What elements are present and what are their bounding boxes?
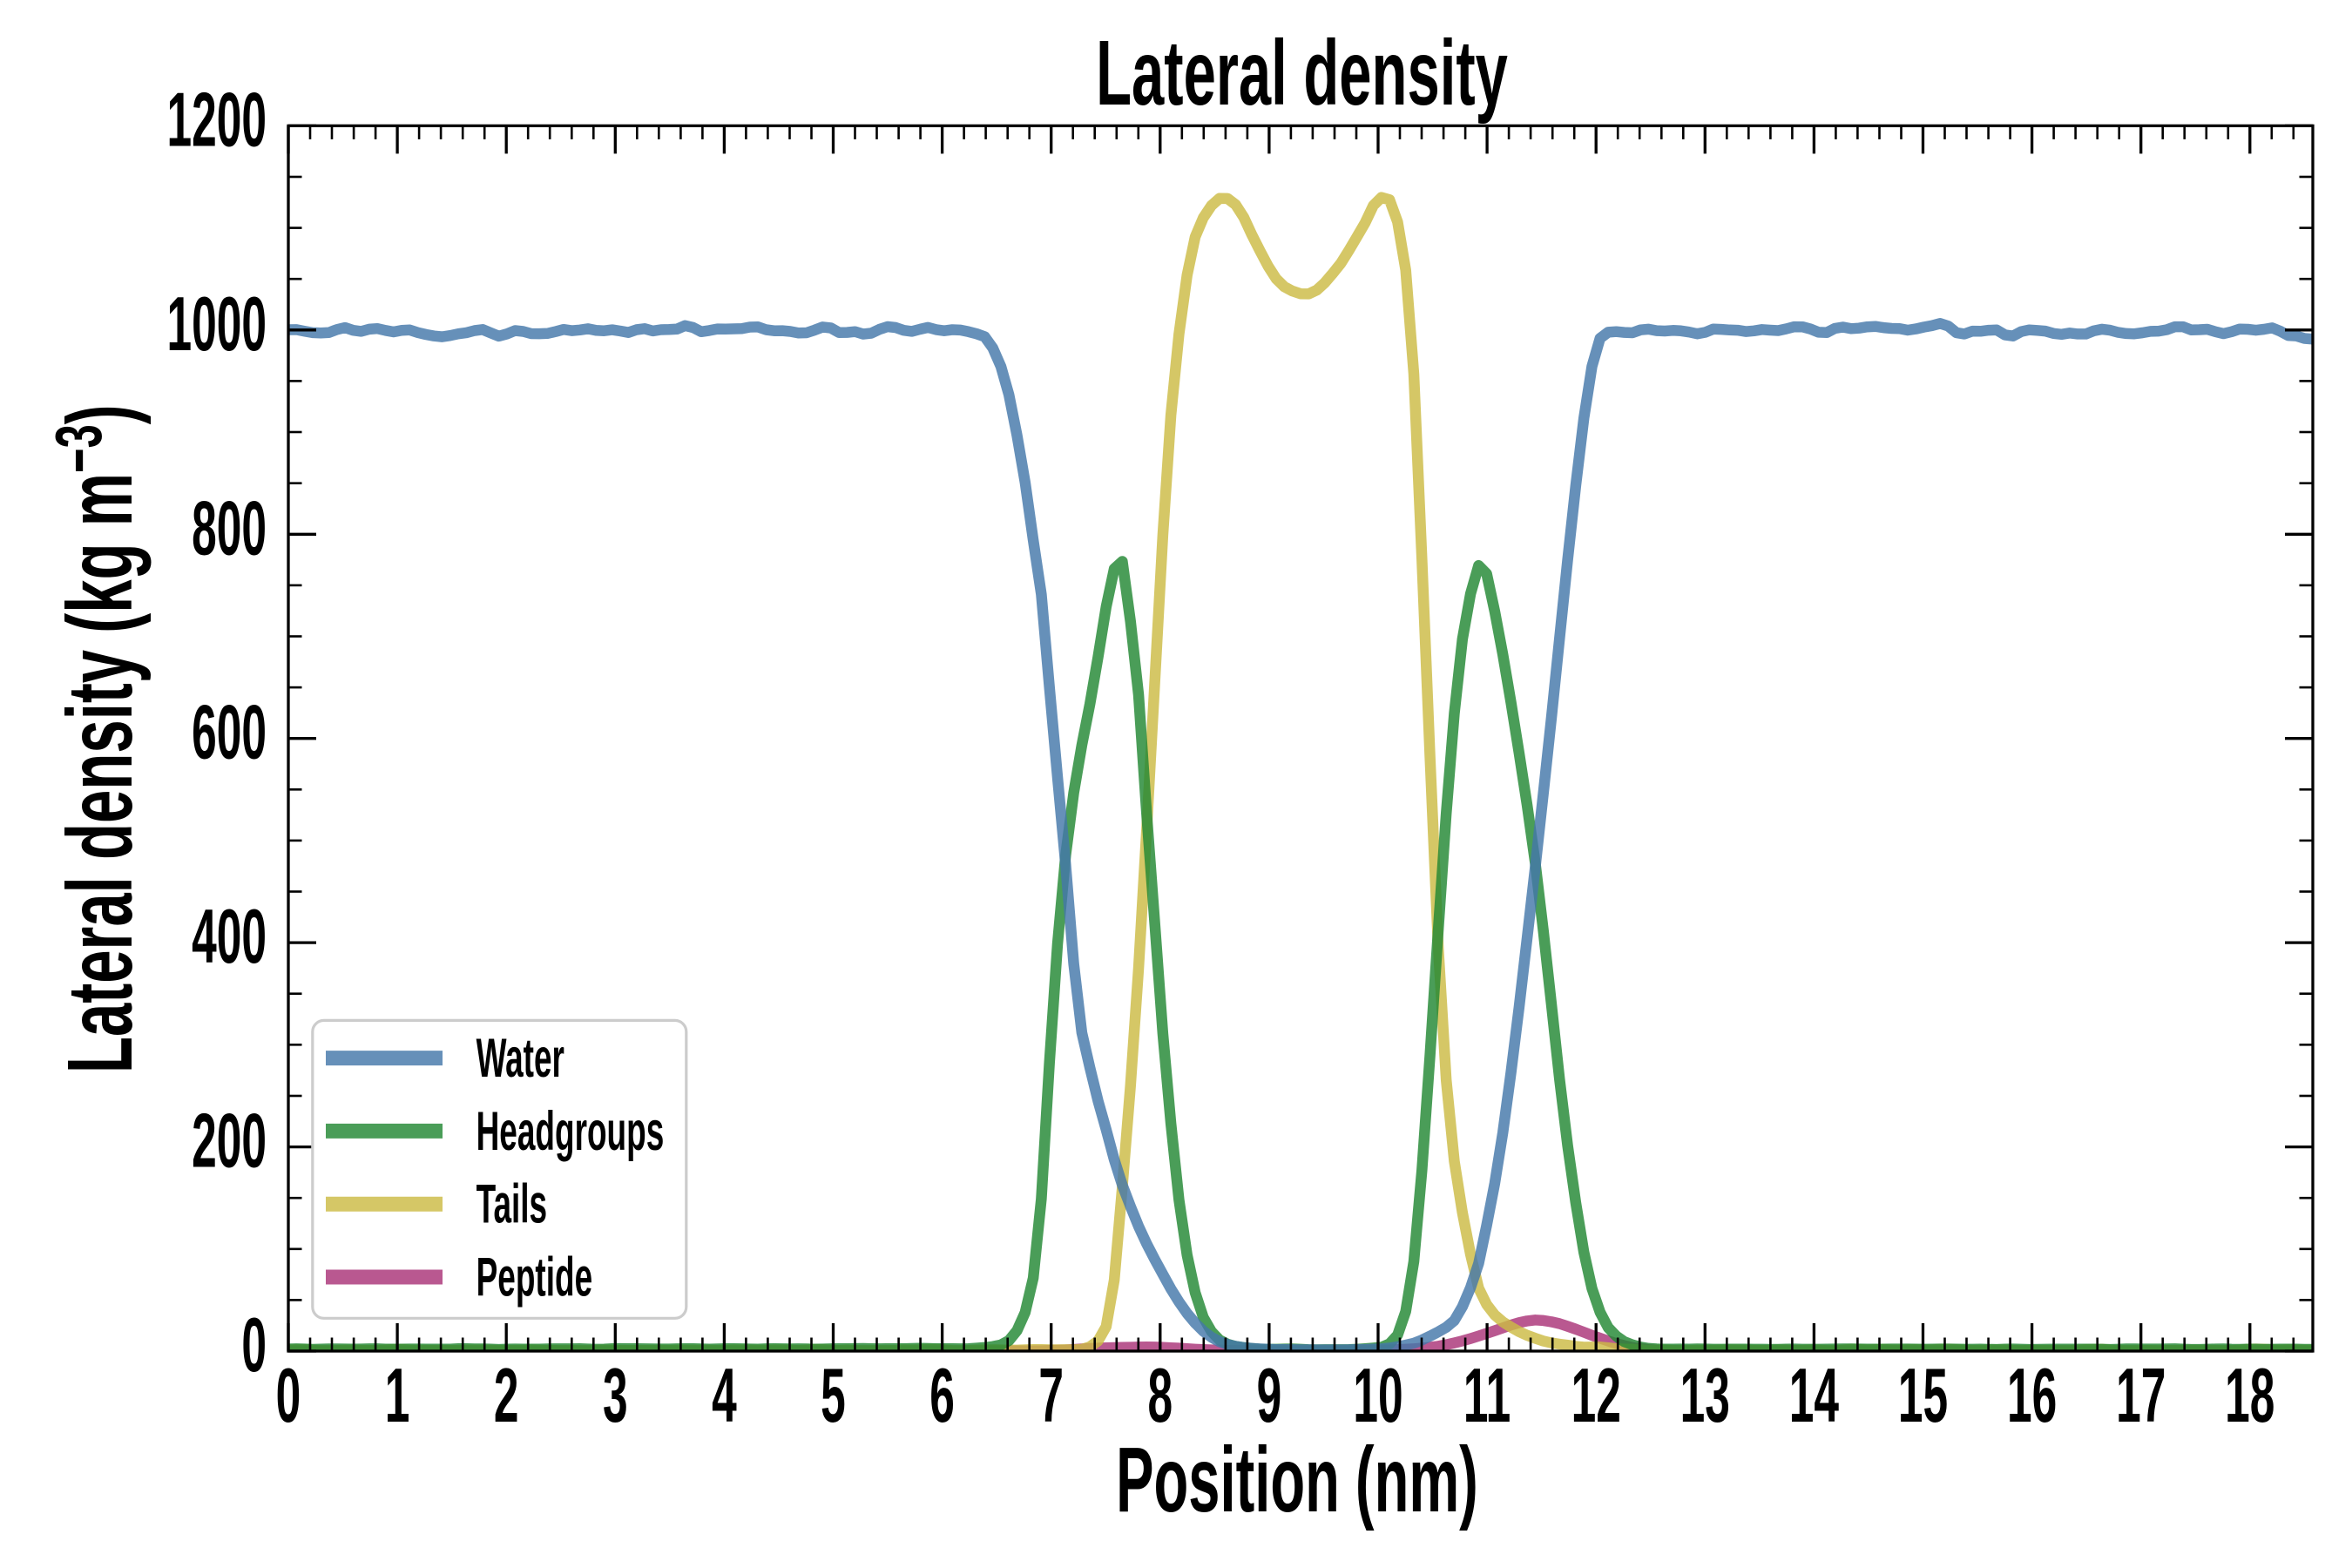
svg-text:200: 200	[192, 1098, 267, 1184]
svg-text:600: 600	[192, 691, 267, 776]
svg-text:Lateral density: Lateral density	[1096, 21, 1508, 124]
svg-text:Lateral density (kg m: Lateral density (kg m	[48, 473, 152, 1073]
svg-text:400: 400	[192, 895, 267, 980]
svg-text:Tails: Tails	[476, 1173, 548, 1234]
svg-text:Position (nm): Position (nm)	[1116, 1428, 1478, 1531]
svg-text:14: 14	[1789, 1354, 1839, 1439]
svg-text:1000: 1000	[166, 282, 267, 368]
svg-text:): )	[48, 404, 152, 424]
svg-text:7: 7	[1038, 1354, 1064, 1439]
svg-text:12: 12	[1571, 1354, 1621, 1439]
svg-text:8: 8	[1147, 1354, 1173, 1439]
svg-text:13: 13	[1680, 1354, 1730, 1439]
svg-text:1: 1	[385, 1354, 410, 1439]
svg-text:10: 10	[1353, 1354, 1402, 1439]
svg-text:−3: −3	[44, 424, 116, 473]
svg-text:6: 6	[929, 1354, 955, 1439]
svg-text:Headgroups: Headgroups	[476, 1100, 665, 1162]
svg-text:17: 17	[2116, 1354, 2166, 1439]
svg-text:5: 5	[821, 1354, 846, 1439]
svg-text:11: 11	[1463, 1354, 1511, 1439]
svg-text:800: 800	[192, 486, 267, 571]
svg-text:2: 2	[494, 1354, 519, 1439]
svg-text:0: 0	[241, 1303, 267, 1389]
svg-text:9: 9	[1257, 1354, 1282, 1439]
svg-text:Water: Water	[476, 1027, 564, 1089]
svg-text:Peptide: Peptide	[476, 1246, 593, 1308]
svg-text:18: 18	[2225, 1354, 2274, 1439]
svg-text:0: 0	[276, 1354, 301, 1439]
svg-text:16: 16	[2007, 1354, 2057, 1439]
svg-text:1200: 1200	[166, 78, 267, 163]
svg-text:15: 15	[1898, 1354, 1948, 1439]
svg-text:4: 4	[712, 1354, 737, 1439]
svg-text:3: 3	[603, 1354, 628, 1439]
